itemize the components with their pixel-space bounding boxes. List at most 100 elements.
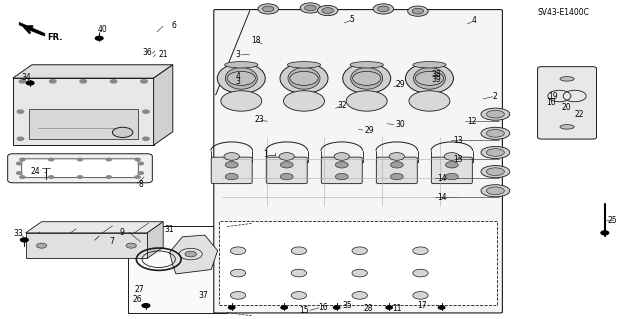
Circle shape	[390, 174, 403, 180]
Circle shape	[80, 80, 86, 83]
Circle shape	[19, 80, 26, 83]
Ellipse shape	[343, 63, 390, 93]
Text: 37: 37	[198, 291, 209, 300]
FancyBboxPatch shape	[266, 157, 307, 184]
Text: 5: 5	[349, 15, 355, 24]
Text: 33: 33	[13, 229, 23, 238]
Text: 12: 12	[467, 117, 477, 126]
FancyBboxPatch shape	[214, 10, 502, 313]
Text: 26: 26	[132, 295, 143, 304]
Circle shape	[49, 176, 54, 178]
Polygon shape	[147, 222, 163, 258]
Circle shape	[438, 306, 445, 309]
Circle shape	[50, 80, 56, 83]
Text: 14: 14	[437, 193, 447, 202]
Polygon shape	[26, 222, 163, 233]
Ellipse shape	[486, 130, 504, 137]
Text: 31: 31	[164, 226, 175, 234]
Circle shape	[230, 247, 246, 255]
Circle shape	[258, 4, 278, 14]
Text: 10: 10	[546, 98, 556, 107]
Circle shape	[333, 306, 340, 309]
Text: 29: 29	[365, 126, 374, 135]
Circle shape	[185, 251, 196, 257]
Ellipse shape	[413, 68, 445, 89]
Ellipse shape	[481, 108, 509, 120]
FancyBboxPatch shape	[22, 159, 138, 178]
FancyBboxPatch shape	[376, 157, 417, 184]
Ellipse shape	[288, 68, 320, 89]
Bar	[128, 226, 227, 313]
FancyBboxPatch shape	[538, 67, 596, 139]
Ellipse shape	[225, 68, 257, 89]
Text: 22: 22	[575, 110, 584, 119]
Circle shape	[444, 152, 460, 160]
Circle shape	[17, 162, 22, 165]
Text: 4: 4	[471, 16, 476, 25]
Circle shape	[17, 172, 22, 174]
Text: 25: 25	[608, 216, 618, 225]
Circle shape	[36, 243, 47, 248]
Circle shape	[20, 158, 25, 161]
Circle shape	[445, 162, 458, 168]
Circle shape	[77, 158, 83, 161]
Circle shape	[445, 174, 458, 180]
Text: 15: 15	[299, 306, 308, 315]
Circle shape	[300, 3, 321, 13]
Circle shape	[317, 5, 338, 16]
Circle shape	[373, 4, 394, 14]
Text: 11: 11	[392, 304, 401, 313]
Circle shape	[413, 269, 428, 277]
Text: FR.: FR.	[47, 33, 63, 42]
Text: 28: 28	[364, 304, 373, 313]
Text: 19: 19	[548, 92, 558, 101]
Ellipse shape	[481, 127, 509, 139]
Ellipse shape	[486, 149, 504, 156]
Circle shape	[225, 162, 238, 168]
Ellipse shape	[486, 168, 504, 175]
Circle shape	[110, 80, 117, 83]
Circle shape	[378, 6, 389, 12]
Circle shape	[290, 71, 318, 85]
Text: 21: 21	[158, 50, 168, 59]
Bar	[219, 220, 497, 305]
Ellipse shape	[481, 146, 509, 159]
Circle shape	[389, 152, 404, 160]
Ellipse shape	[406, 63, 454, 93]
Text: 23: 23	[255, 115, 264, 124]
Circle shape	[135, 158, 140, 161]
Ellipse shape	[225, 62, 258, 68]
Circle shape	[106, 158, 111, 161]
Circle shape	[353, 71, 381, 85]
Polygon shape	[26, 233, 147, 258]
Circle shape	[415, 71, 444, 85]
Polygon shape	[13, 65, 173, 78]
FancyBboxPatch shape	[8, 154, 152, 183]
Circle shape	[26, 81, 34, 85]
Circle shape	[113, 127, 133, 137]
Circle shape	[17, 137, 24, 140]
Circle shape	[141, 80, 147, 83]
Circle shape	[17, 110, 24, 113]
Text: 3: 3	[235, 50, 240, 59]
Text: 1: 1	[263, 150, 268, 159]
Ellipse shape	[560, 77, 574, 81]
Circle shape	[95, 36, 103, 40]
Circle shape	[280, 162, 293, 168]
Ellipse shape	[287, 62, 321, 68]
Ellipse shape	[560, 125, 574, 129]
Text: 32: 32	[337, 101, 348, 110]
Circle shape	[142, 304, 150, 308]
Text: 40: 40	[97, 25, 108, 34]
Ellipse shape	[486, 187, 504, 195]
Circle shape	[262, 6, 274, 12]
Polygon shape	[13, 78, 154, 145]
Circle shape	[334, 152, 349, 160]
Text: 16: 16	[318, 303, 328, 312]
FancyBboxPatch shape	[431, 157, 472, 184]
Bar	[29, 108, 138, 139]
Ellipse shape	[481, 185, 509, 197]
Ellipse shape	[218, 63, 265, 93]
Text: 6: 6	[171, 21, 176, 30]
Circle shape	[20, 238, 28, 242]
